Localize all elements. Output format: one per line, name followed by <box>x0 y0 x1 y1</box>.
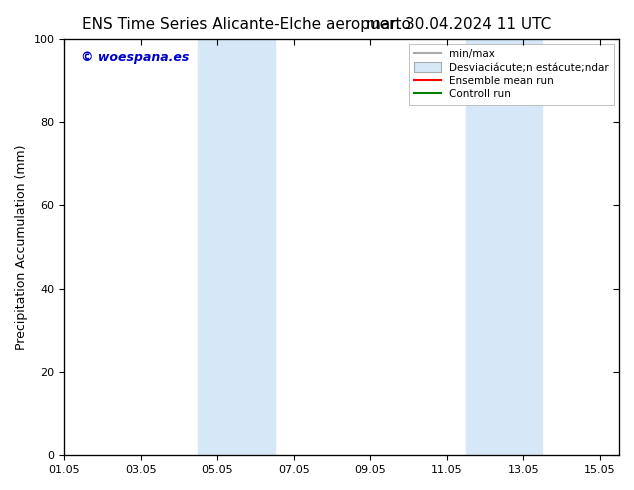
Bar <box>466 39 543 455</box>
Y-axis label: Precipitation Accumulation (mm): Precipitation Accumulation (mm) <box>15 144 28 350</box>
Bar <box>198 39 275 455</box>
Text: mar. 30.04.2024 11 UTC: mar. 30.04.2024 11 UTC <box>366 17 552 32</box>
Text: © woespana.es: © woespana.es <box>81 51 190 64</box>
Legend: min/max, Desviaciácute;n estácute;ndar, Ensemble mean run, Controll run: min/max, Desviaciácute;n estácute;ndar, … <box>410 44 614 104</box>
Text: ENS Time Series Alicante-Elche aeropuerto: ENS Time Series Alicante-Elche aeropuert… <box>82 17 411 32</box>
